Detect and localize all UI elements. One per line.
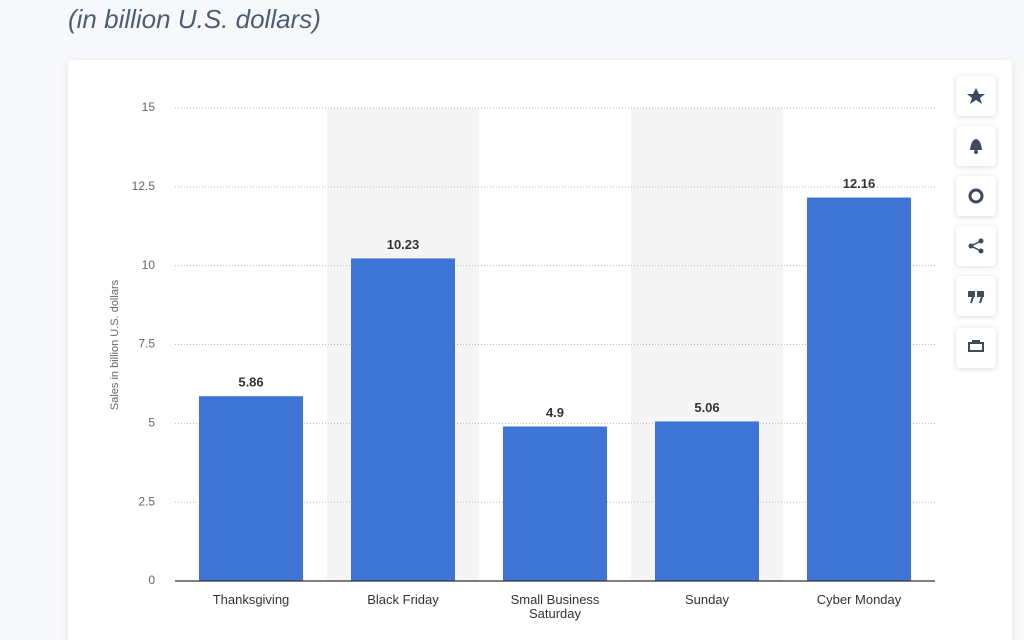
toolbar [956, 76, 996, 368]
bar [351, 258, 455, 581]
favorite-button[interactable] [956, 76, 996, 116]
x-tick-label: Cyber Monday [816, 592, 902, 607]
x-tick-label: Sunday [684, 592, 730, 607]
value-label: 4.9 [546, 405, 564, 420]
print-button[interactable] [956, 328, 996, 368]
subtitle: (in billion U.S. dollars) [68, 4, 321, 34]
bar [655, 421, 759, 581]
y-tick-label: 12.5 [132, 179, 156, 193]
y-axis-label: Sales in billion U.S. dollars [109, 279, 121, 410]
value-label: 5.06 [694, 400, 719, 415]
value-label: 10.23 [387, 237, 420, 252]
notify-button[interactable] [956, 126, 996, 166]
y-tick-label: 10 [142, 258, 156, 272]
share-button[interactable] [956, 226, 996, 266]
bar [503, 426, 607, 581]
settings-button[interactable] [956, 176, 996, 216]
y-tick-label: 7.5 [138, 337, 155, 351]
bar [807, 197, 911, 581]
x-tick-label: Thanksgiving [212, 592, 290, 607]
y-tick-label: 15 [142, 100, 156, 114]
value-label: 12.16 [843, 176, 876, 191]
bar [199, 396, 303, 581]
value-label: 5.86 [238, 375, 263, 390]
y-tick-label: 0 [148, 573, 155, 587]
y-tick-label: 5 [148, 416, 155, 430]
y-tick-label: 2.5 [138, 494, 155, 508]
x-tick-label: Small Business Saturday [510, 592, 600, 621]
x-tick-label: Black Friday [367, 592, 439, 607]
cite-button[interactable] [956, 276, 996, 316]
